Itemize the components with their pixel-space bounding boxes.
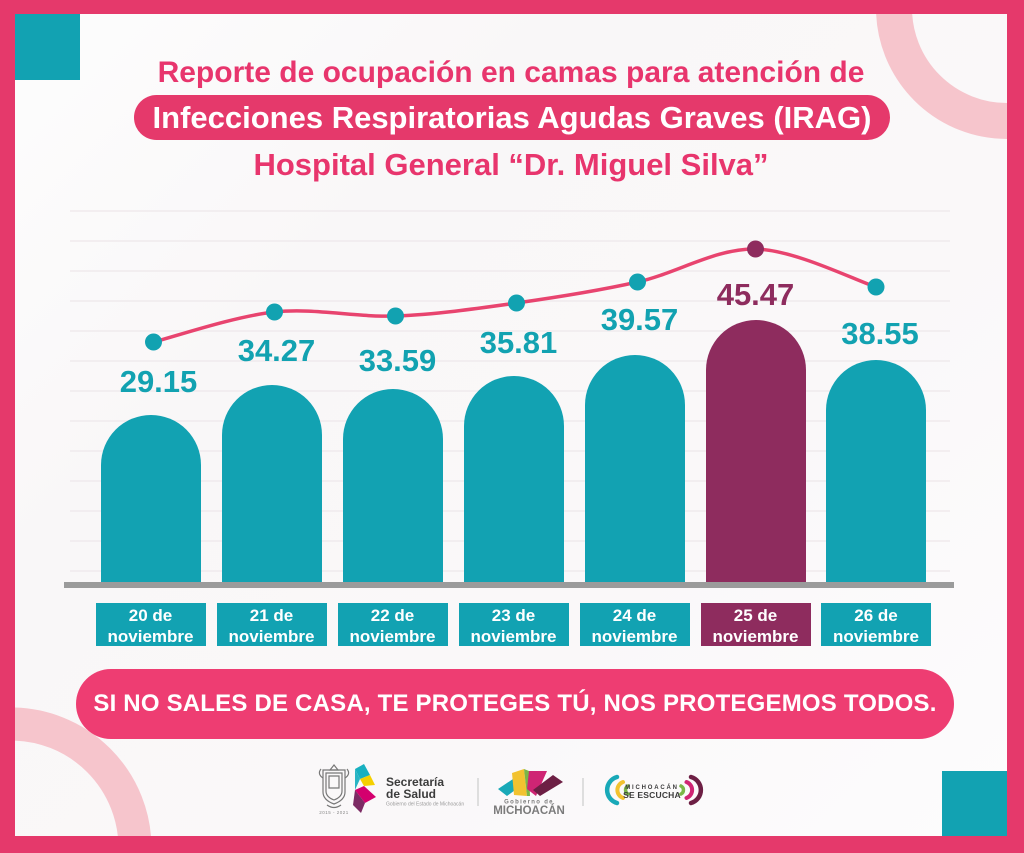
svg-text:MICHOACÁN: MICHOACÁN: [493, 804, 565, 817]
svg-text:de Salud: de Salud: [386, 787, 436, 801]
svg-text:Gobierno del Estado de Michoac: Gobierno del Estado de Michoacán: [386, 802, 464, 808]
svg-text:Gobierno de: Gobierno de: [504, 800, 554, 806]
svg-text:2015 - 2021: 2015 - 2021: [319, 810, 349, 815]
svg-text:MICHOACÁN: MICHOACÁN: [625, 784, 679, 791]
svg-text:Secretaría: Secretaría: [386, 775, 444, 789]
svg-text:SE ESCUCHA: SE ESCUCHA: [623, 790, 681, 800]
